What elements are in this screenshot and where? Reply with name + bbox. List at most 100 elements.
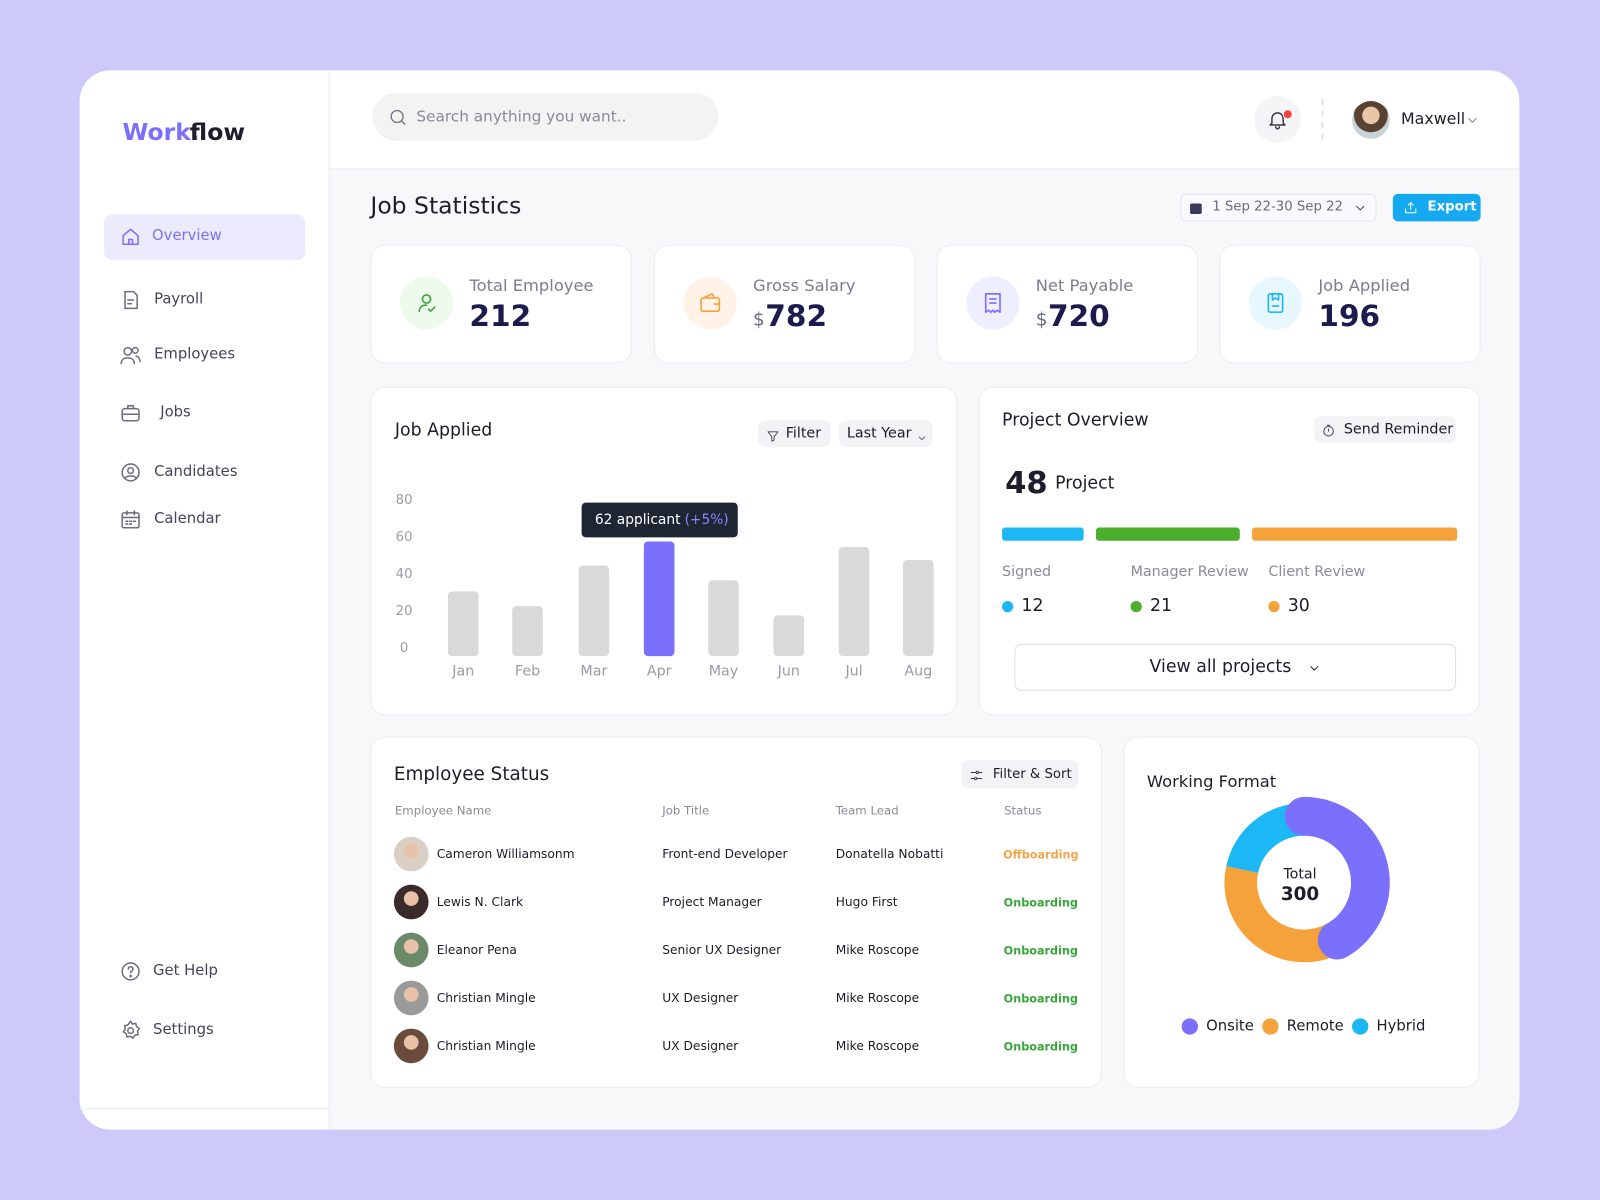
progress-segment bbox=[1252, 527, 1458, 541]
bell-button bbox=[1254, 95, 1302, 143]
table-cell: Cameron Williamsonm bbox=[436, 846, 575, 862]
nav-item[interactable]: Candidates bbox=[154, 463, 238, 480]
stat-icon-bg bbox=[683, 276, 737, 330]
table-cell: Christian Mingle bbox=[436, 990, 536, 1005]
employee-status-panel bbox=[370, 736, 1103, 1088]
timer-icon bbox=[1321, 422, 1335, 437]
icon bbox=[1468, 118, 1477, 123]
employee-avatar bbox=[393, 980, 429, 1016]
user-name[interactable]: Maxwell bbox=[1401, 109, 1466, 129]
chevron bbox=[1353, 200, 1367, 214]
table-cell: Lewis N. Clark bbox=[436, 894, 524, 909]
stat-icon bbox=[414, 291, 438, 315]
period-label[interactable]: Last Year bbox=[846, 425, 912, 442]
date-range-pill bbox=[1180, 193, 1377, 222]
reminder-button[interactable] bbox=[1314, 416, 1457, 443]
nav-item[interactable]: Overview bbox=[152, 227, 222, 245]
stat-label: Gross Salary bbox=[753, 275, 856, 296]
sort-icon bbox=[969, 767, 983, 781]
table-cell: Project Manager bbox=[662, 894, 762, 909]
table-cell: Front-end Developer bbox=[662, 846, 788, 862]
nav-icon bbox=[119, 289, 141, 311]
user-avatar bbox=[1352, 101, 1390, 139]
table-cell: Eleanor Pena bbox=[436, 942, 517, 957]
stage-dot bbox=[1002, 601, 1014, 613]
icon bbox=[1323, 424, 1334, 437]
chevron bbox=[1465, 112, 1479, 126]
table-cell: Hugo First bbox=[835, 894, 898, 909]
icon bbox=[122, 228, 139, 245]
header-divider-v bbox=[1321, 98, 1324, 140]
filter-sort-button[interactable] bbox=[961, 760, 1079, 789]
table-cell: UX Designer bbox=[662, 990, 739, 1005]
chevron bbox=[1307, 660, 1321, 674]
view-all-button[interactable] bbox=[1014, 643, 1457, 691]
icon bbox=[1356, 205, 1365, 211]
filter-sort-label[interactable]: Filter & Sort bbox=[992, 766, 1072, 782]
sidebar-bottom-line bbox=[79, 1108, 330, 1110]
stage-name: Manager Review bbox=[1130, 563, 1249, 581]
date-range[interactable]: 1 Sep 22-30 Sep 22 bbox=[1212, 199, 1343, 215]
stat-currency: $ bbox=[753, 309, 765, 331]
bell-dot bbox=[1282, 109, 1293, 120]
brand-second: flow bbox=[189, 119, 246, 147]
filter-icon bbox=[766, 427, 779, 442]
stat-value: 196 bbox=[1318, 298, 1381, 334]
icon bbox=[918, 435, 925, 440]
nav-item[interactable]: Settings bbox=[153, 1021, 214, 1039]
project-count: 48 bbox=[1005, 465, 1048, 502]
table-cell: Mike Roscope bbox=[835, 942, 920, 957]
reminder-label[interactable]: Send Reminder bbox=[1343, 421, 1454, 438]
bell-icon bbox=[1266, 108, 1288, 130]
nav-icon bbox=[119, 344, 141, 366]
status-cell: Onboarding bbox=[1003, 1040, 1078, 1054]
table-cell: Donatella Nobatti bbox=[835, 846, 944, 862]
search-box bbox=[372, 92, 719, 141]
nav-icon bbox=[119, 1019, 141, 1041]
stat-icon bbox=[698, 291, 722, 315]
icon bbox=[1267, 293, 1284, 314]
nav-item[interactable]: Get Help bbox=[153, 962, 218, 979]
icon bbox=[1310, 666, 1319, 671]
project-progress bbox=[1002, 527, 1458, 541]
stat-label: Job Applied bbox=[1318, 275, 1411, 296]
stage-dot bbox=[1268, 601, 1280, 613]
working-format-panel bbox=[1123, 736, 1480, 1088]
stage-name: Client Review bbox=[1268, 563, 1366, 581]
export-label[interactable]: Export bbox=[1427, 199, 1477, 215]
icon bbox=[767, 430, 778, 442]
page-title: Job Statistics bbox=[370, 193, 522, 220]
nav-item[interactable]: Payroll bbox=[154, 291, 204, 308]
filter-button[interactable] bbox=[758, 420, 831, 447]
stage-dot bbox=[1130, 601, 1142, 613]
view-all-label[interactable]: View all projects bbox=[1149, 656, 1292, 678]
period-button[interactable] bbox=[838, 420, 933, 447]
table-cell: Mike Roscope bbox=[835, 1038, 920, 1053]
icon bbox=[1404, 201, 1416, 213]
header-divider bbox=[329, 168, 1520, 170]
panel-title: Project Overview bbox=[1002, 410, 1149, 431]
nav-item[interactable]: Employees bbox=[154, 346, 236, 363]
search-placeholder[interactable]: Search anything you want.. bbox=[416, 107, 627, 126]
export-icon bbox=[1403, 199, 1418, 214]
employee-avatar bbox=[393, 884, 429, 920]
icon bbox=[970, 770, 983, 781]
brand: Work. flow bbox=[122, 118, 326, 149]
icon bbox=[418, 294, 436, 313]
table-cell: Senior UX Designer bbox=[662, 942, 782, 957]
stat-icon bbox=[981, 291, 1005, 315]
brand-first: Work. bbox=[122, 119, 200, 147]
table-cell: UX Designer bbox=[662, 1038, 739, 1053]
stat-value: 782 bbox=[765, 298, 828, 334]
nav-item[interactable]: Calendar bbox=[154, 510, 221, 527]
icon bbox=[1269, 112, 1286, 130]
nav-icon bbox=[119, 402, 141, 424]
filter-label[interactable]: Filter bbox=[785, 425, 822, 442]
icon bbox=[121, 463, 140, 482]
column-header: Team Lead bbox=[835, 803, 899, 818]
status-cell: Onboarding bbox=[1003, 896, 1078, 910]
icon bbox=[122, 1020, 141, 1039]
nav-item[interactable]: Jobs bbox=[160, 404, 191, 421]
stat-icon bbox=[1263, 291, 1287, 315]
